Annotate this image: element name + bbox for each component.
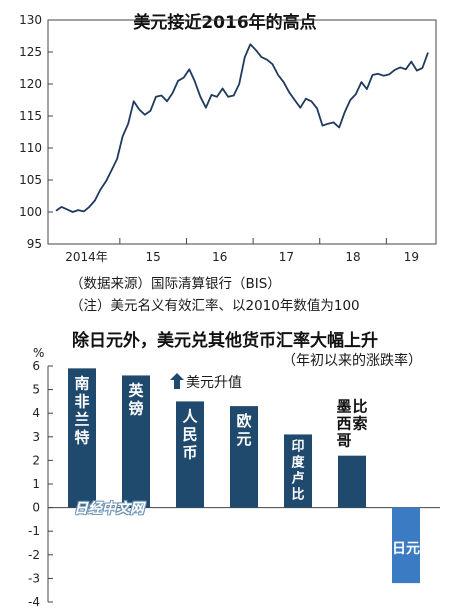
line-chart-title: 美元接近2016年的高点 [133, 13, 317, 33]
line-chart-svg: 95 100 105 110 115 120 125 130 2014年 15 16 17 18 19 [19, 13, 437, 264]
bar-chart-title: 除日元外，美元兑其他货币汇率大幅上升 [72, 331, 378, 351]
bar [122, 375, 150, 508]
watermark: 日经中文网 [74, 501, 144, 517]
dollar-up-label: 美元升值 [186, 375, 242, 391]
y-tick-label: -1 [28, 524, 40, 538]
y-tick-label: 105 [19, 173, 42, 187]
y-tick-label: 120 [19, 77, 42, 91]
bar [176, 401, 204, 508]
y-tick-label: 115 [19, 109, 42, 123]
y-tick-label: -3 [28, 571, 40, 585]
line-chart-panel: 美元接近2016年的高点 95 100 105 110 115 120 125 130 2014… [19, 13, 437, 314]
bar-category-label: 南非兰特 [74, 374, 89, 446]
plot-frame [47, 19, 437, 245]
y-tick-label: 3 [32, 430, 40, 444]
bar-category-label: 日元 [392, 541, 420, 557]
bar [392, 507, 420, 584]
bar-category-label: 欧元 [236, 412, 251, 448]
y-tick-label: 100 [19, 205, 42, 219]
bar [338, 455, 366, 508]
bar [68, 368, 96, 508]
bar-category-label: 人民币 [182, 407, 198, 461]
bar-chart-svg: 6 5 4 3 2 1 0 -1 -2 -3 -4 南非兰特 英镑人民币 欧元印度卢比 墨西哥比索日元 [28, 359, 440, 609]
x-tick-label: 19 [404, 250, 419, 264]
y-tick-label: -4 [28, 595, 40, 609]
bar-chart-panel: 除日元外，美元兑其他货币汇率大幅上升 （年初以来的涨跌率） % 美元升值 6 5 4… [0, 320, 450, 616]
bar-category-label: 墨西哥 [336, 398, 351, 450]
x-tick-label: 2014年 [65, 250, 108, 264]
x-tick-label: 16 [212, 250, 227, 264]
y-tick-label: 125 [19, 45, 42, 59]
y-tick-label: 95 [27, 237, 42, 251]
y-tick-label: 0 [32, 501, 40, 515]
y-tick-label: 2 [32, 453, 40, 467]
bar-category-label: 英镑 [128, 381, 144, 417]
y-tick-label: 6 [32, 359, 40, 373]
y-tick-label: 4 [32, 406, 40, 420]
bar-category-label: 比索 [352, 398, 367, 433]
bar-chart-subtitle: （年初以来的涨跌率） [282, 353, 422, 369]
x-tick-label: 17 [279, 250, 294, 264]
dollar-up-note: 美元升值 [170, 372, 242, 392]
source-note: （数据来源）国际清算银行（BIS） [70, 276, 281, 292]
y-tick-label: 110 [19, 141, 42, 155]
unit-label: % [33, 346, 45, 360]
x-tick-label: 18 [345, 250, 360, 264]
bar [230, 406, 258, 508]
y-tick-label: -2 [28, 548, 40, 562]
x-tick-label: 15 [146, 250, 161, 264]
up-arrow-icon [170, 373, 184, 389]
footnote: （注）美元名义有效汇率、以2010年数值为100 [70, 298, 360, 314]
y-tick-label: 5 [32, 383, 40, 397]
y-tick-label: 1 [32, 477, 40, 491]
y-tick-label: 130 [19, 13, 42, 27]
series-line [55, 43, 429, 213]
bar [284, 434, 312, 508]
bar-category-label: 印度卢比 [291, 439, 305, 502]
